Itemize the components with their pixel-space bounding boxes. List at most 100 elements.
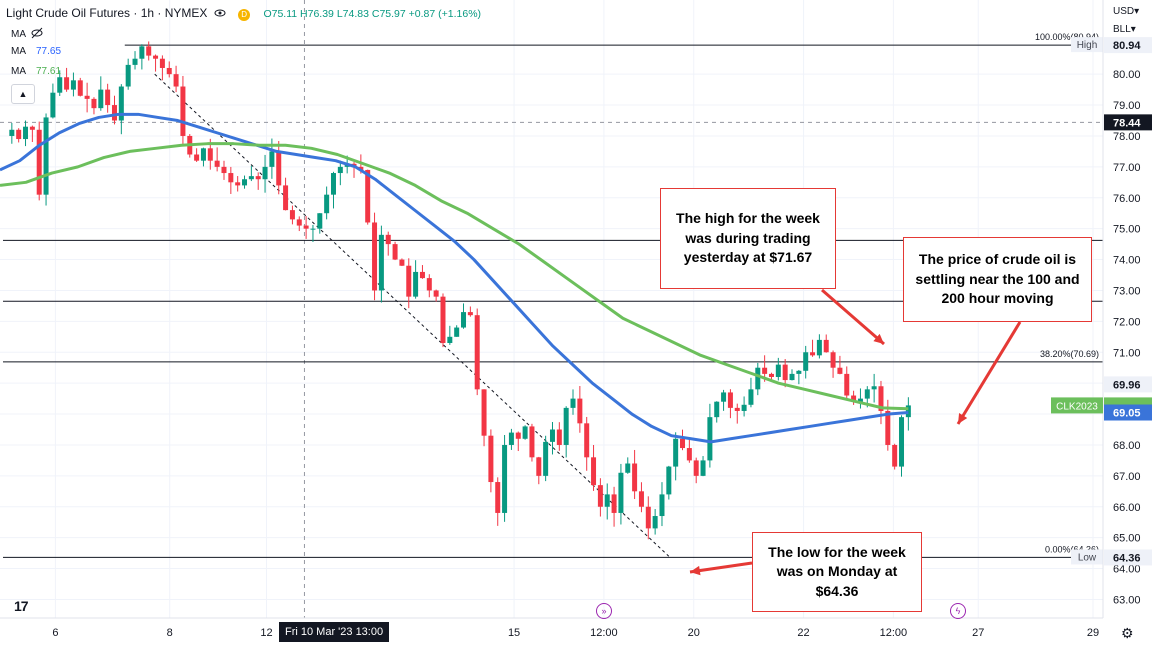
candle-body (721, 392, 727, 402)
candle-body (447, 336, 453, 343)
tradingview-logo[interactable]: 17 (14, 598, 29, 614)
week-low-arrow-head (690, 565, 701, 576)
candle-body (454, 327, 460, 337)
candle-body (844, 373, 850, 396)
candle-body (23, 126, 29, 140)
y-tick-label: 75.00 (1113, 224, 1141, 236)
candle-body (693, 460, 699, 476)
candle-body (796, 370, 802, 374)
change-value: +0.87 (+1.16%) (408, 8, 482, 20)
symbol-tag-bg (1051, 397, 1103, 414)
settling-arrow-head (958, 413, 968, 424)
y-tick-label: 71.00 (1113, 347, 1141, 359)
delayed-data-badge[interactable]: D (238, 9, 251, 21)
candle-body (885, 410, 891, 445)
x-tick-label: 20 (688, 627, 700, 639)
time-axis (0, 618, 1103, 645)
ma200-value: 77.61 (36, 66, 62, 77)
candle-body (296, 219, 302, 226)
price-label-bg (1104, 114, 1152, 131)
level-tag-high: High (1077, 40, 1098, 51)
x-tick-label: 8 (167, 627, 173, 639)
candle-body (549, 429, 555, 442)
candle-body (871, 386, 877, 390)
eye-off-icon[interactable] (31, 27, 43, 39)
week-high-arrow (821, 288, 885, 346)
x-tick-label: 27 (972, 627, 984, 639)
y-tick-label: 64.00 (1113, 564, 1141, 576)
candle-body (207, 148, 213, 161)
ma-legend-3[interactable]: MA 77.61 (11, 66, 61, 77)
x-tick-label: 12 (260, 627, 272, 639)
candle-body (857, 398, 863, 402)
candle-body (905, 405, 911, 418)
price-label: 78.44 (1113, 117, 1141, 129)
gear-icon[interactable]: ⚙ (1121, 625, 1134, 641)
unit-selector[interactable]: BLL▾ (1113, 24, 1136, 35)
eye-icon[interactable] (214, 7, 226, 19)
candle-body (283, 185, 289, 211)
x-tick-label: 6 (52, 627, 58, 639)
candle-body (36, 129, 42, 195)
currency-selector[interactable]: USD▾ (1113, 6, 1140, 17)
candle-body (399, 259, 405, 266)
candle-body (899, 417, 905, 467)
x-tick-label: 29 (1087, 627, 1099, 639)
y-tick-label: 74.00 (1113, 255, 1141, 267)
candle-body (604, 494, 610, 507)
y-tick-label: 77.00 (1113, 162, 1141, 174)
y-tick-label: 65.00 (1113, 533, 1141, 545)
ma-label: MA (11, 66, 26, 77)
candle-body (803, 352, 809, 371)
collapse-legend-button[interactable]: ▲ (11, 84, 35, 104)
candle-body (77, 80, 83, 96)
event-icon[interactable]: » (596, 603, 612, 619)
candle-body (166, 67, 172, 75)
symbol-tag: CLK2023 (1056, 401, 1098, 412)
fib-level-label: 38.20%(70.69) (1040, 349, 1099, 359)
candle-body (461, 312, 467, 328)
price-label: 64.36 (1113, 552, 1141, 564)
candle-body (139, 46, 145, 59)
candle-body (495, 482, 501, 513)
price-label-bg (1104, 376, 1152, 393)
candle-body (330, 173, 336, 195)
x-tick-label: 15 (508, 627, 520, 639)
lightning-icon[interactable]: ϟ (950, 603, 966, 619)
candle-body (714, 401, 720, 418)
low-value: L74.83 (336, 8, 369, 20)
candle-body (536, 457, 542, 476)
candle-body (481, 389, 487, 436)
y-tick-label: 63.00 (1113, 594, 1141, 606)
candle-body (118, 86, 124, 121)
ma-legend-2[interactable]: MA 77.65 (11, 46, 61, 57)
candle-body (782, 364, 788, 381)
candle-body (591, 457, 597, 486)
y-tick-label: 68.00 (1113, 440, 1141, 452)
candle-body (255, 176, 261, 180)
candle-body (378, 234, 384, 291)
ma-label: MA (11, 29, 26, 40)
candle-body (611, 494, 617, 513)
candle-body (597, 485, 603, 507)
candle-body (748, 389, 754, 405)
week-high-callout: The high for the week was during trading… (660, 188, 836, 289)
candle-body (755, 367, 761, 390)
ma-legend-1[interactable]: MA (11, 27, 46, 40)
candle-body (111, 105, 117, 121)
candle-body (864, 389, 870, 399)
y-tick-label: 76.00 (1113, 193, 1141, 205)
symbol-title[interactable]: Light Crude Oil Futures · 1h · NYMEX (6, 6, 208, 20)
candle-body (625, 463, 631, 473)
candle-body (173, 74, 179, 87)
y-tick-label: 80.00 (1113, 69, 1141, 81)
price-label-bg (1104, 549, 1152, 566)
candle-body (214, 160, 220, 167)
ma200-line (0, 142, 909, 411)
candle-body (221, 166, 227, 174)
candle-body (467, 312, 473, 316)
candle-body (180, 86, 186, 136)
candle-body (98, 89, 104, 109)
candle-body (289, 210, 295, 220)
